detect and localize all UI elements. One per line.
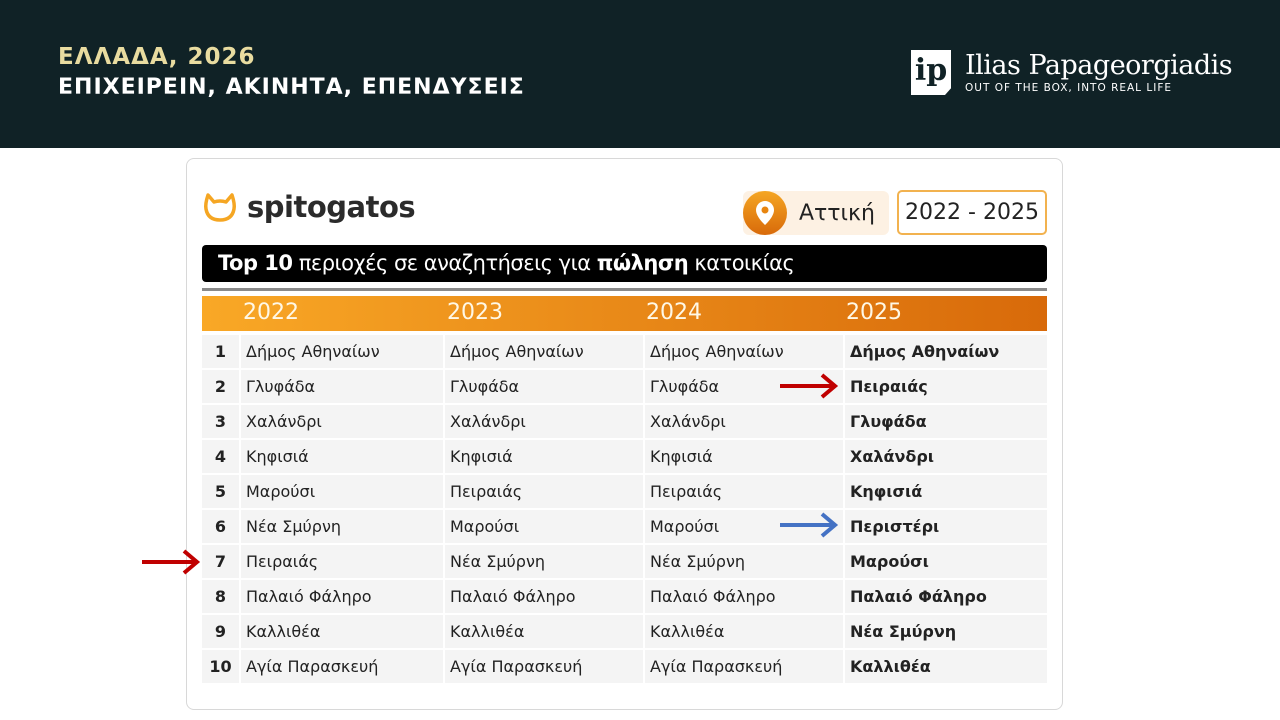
area-cell: Δήμος Αθηναίων [845,335,1047,368]
area-cell: Αγία Παρασκευή [241,650,443,683]
region-filter[interactable]: Αττική [743,191,889,235]
table-header: 2022 2023 2024 2025 [202,296,1047,331]
area-cell: Αγία Παρασκευή [445,650,643,683]
col-2023: 2023 [447,300,503,325]
area-cell: Παλαιό Φάληρο [845,580,1047,613]
table-row: 7 Πειραιάς Νέα Σμύρνη Νέα Σμύρνη Μαρούσι [202,544,1047,579]
table-row: 5 Μαρούσι Πειραιάς Πειραιάς Κηφισιά [202,474,1047,509]
area-cell: Κηφισιά [241,440,443,473]
area-cell: Μαρούσι [445,510,643,543]
table-title: Top 10 περιοχές σε αναζητήσεις για πώλησ… [202,245,1047,282]
logo-text: spitogatos [247,190,416,224]
red-arrow-icon [142,549,201,575]
area-cell: Κηφισιά [445,440,643,473]
rank-cell: 1 [202,335,239,368]
top-banner: ΕΛΛΑΔΑ, 2026 ΕΠΙΧΕΙΡΕΙΝ, ΑΚΙΝΗΤΑ, ΕΠΕΝΔΥ… [0,0,1280,148]
area-cell: Δήμος Αθηναίων [445,335,643,368]
area-cell: Νέα Σμύρνη [241,510,443,543]
area-cell: Κηφισιά [645,440,843,473]
rank-cell: 8 [202,580,239,613]
area-cell: Νέα Σμύρνη [645,545,843,578]
table-body: 1 Δήμος Αθηναίων Δήμος Αθηναίων Δήμος Αθηνα… [202,334,1047,684]
table-row: 4 Κηφισιά Κηφισιά Κηφισιά Χαλάνδρι [202,439,1047,474]
table-row: 3 Χαλάνδρι Χαλάνδρι Χαλάνδρι Γλυφάδα [202,404,1047,439]
rank-cell: 6 [202,510,239,543]
area-cell: Χαλάνδρι [645,405,843,438]
table-row: 6 Νέα Σμύρνη Μαρούσι Μαρούσι Περιστέρι [202,509,1047,544]
rank-cell: 10 [202,650,239,683]
area-cell: Μαρούσι [845,545,1047,578]
rank-cell: 4 [202,440,239,473]
table-row: 9 Καλλιθέα Καλλιθέα Καλλιθέα Νέα Σμύρνη [202,614,1047,649]
area-cell: Χαλάνδρι [845,440,1047,473]
area-cell: Καλλιθέα [241,615,443,648]
ip-logo-icon: ip [911,50,951,95]
area-cell: Πειραιάς [645,475,843,508]
area-cell: Πειραιάς [241,545,443,578]
table-row: 2 Γλυφάδα Γλυφάδα Γλυφάδα Πειραιάς [202,369,1047,404]
area-cell: Καλλιθέα [445,615,643,648]
area-cell: Γλυφάδα [645,370,843,403]
rank-cell: 3 [202,405,239,438]
area-cell: Παλαιό Φάληρο [241,580,443,613]
col-2025: 2025 [846,300,902,325]
area-cell: Γλυφάδα [241,370,443,403]
area-cell: Γλυφάδα [445,370,643,403]
area-cell: Παλαιό Φάληρο [445,580,643,613]
region-label: Αττική [799,200,875,226]
brand-name: Ilias Papageorgiadis [965,50,1233,81]
rank-cell: 2 [202,370,239,403]
area-cell: Πειραιάς [845,370,1047,403]
table-row: 1 Δήμος Αθηναίων Δήμος Αθηναίων Δήμος Αθηνα… [202,334,1047,369]
spitogatos-logo: spitogatos [203,190,416,224]
cat-icon [204,193,236,222]
area-cell: Καλλιθέα [645,615,843,648]
area-cell: Περιστέρι [845,510,1047,543]
area-cell: Δήμος Αθηναίων [645,335,843,368]
area-cell: Καλλιθέα [845,650,1047,683]
area-cell: Παλαιό Φάληρο [645,580,843,613]
red-arrow-icon [780,373,839,399]
area-cell: Χαλάνδρι [241,405,443,438]
area-cell: Πειραιάς [445,475,643,508]
area-cell: Αγία Παρασκευή [645,650,843,683]
blue-arrow-icon [780,512,839,538]
rank-cell: 7 [202,545,239,578]
divider [202,288,1047,291]
area-cell: Κηφισιά [845,475,1047,508]
year-range-filter[interactable]: 2022 - 2025 [897,190,1047,235]
area-cell: Γλυφάδα [845,405,1047,438]
location-pin-icon [743,191,787,235]
brand-logo: ip Ilias Papageorgiadis OUT OF THE BOX, … [911,50,1233,95]
area-cell: Χαλάνδρι [445,405,643,438]
col-2024: 2024 [646,300,702,325]
banner-subtitle: ΕΠΙΧΕΙΡΕΙΝ, ΑΚΙΝΗΤΑ, ΕΠΕΝΔΥΣΕΙΣ [58,75,525,100]
area-cell: Δήμος Αθηναίων [241,335,443,368]
area-cell: Μαρούσι [241,475,443,508]
col-2022: 2022 [243,300,299,325]
table-row: 10 Αγία Παρασκευή Αγία Παρασκευή Αγία Παρασ… [202,649,1047,684]
banner-title: ΕΛΛΑΔΑ, 2026 [58,44,256,70]
rank-cell: 5 [202,475,239,508]
area-cell: Νέα Σμύρνη [845,615,1047,648]
brand-tagline: OUT OF THE BOX, INTO REAL LIFE [965,82,1172,94]
table-row: 8 Παλαιό Φάληρο Παλαιό Φάληρο Παλαιό Φάληρο… [202,579,1047,614]
area-cell: Νέα Σμύρνη [445,545,643,578]
rank-cell: 9 [202,615,239,648]
